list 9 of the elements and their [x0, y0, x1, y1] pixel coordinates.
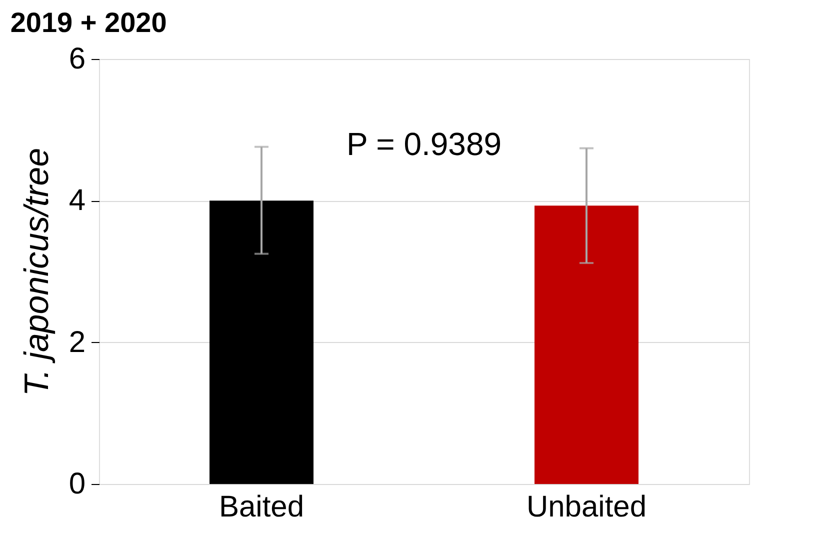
y-tick-label: 4	[68, 184, 86, 218]
y-tick-label: 6	[68, 42, 86, 76]
y-axis-title: T. japonicus/tree	[18, 148, 56, 396]
x-tick-label: Unbaited	[526, 490, 647, 524]
annotation: P = 0.9389	[346, 126, 502, 162]
chart-title: 2019 + 2020	[10, 7, 167, 38]
y-tick-label: 2	[68, 326, 86, 359]
x-tick-label: Baited	[218, 490, 304, 524]
y-tick-label: 0	[68, 468, 86, 500]
